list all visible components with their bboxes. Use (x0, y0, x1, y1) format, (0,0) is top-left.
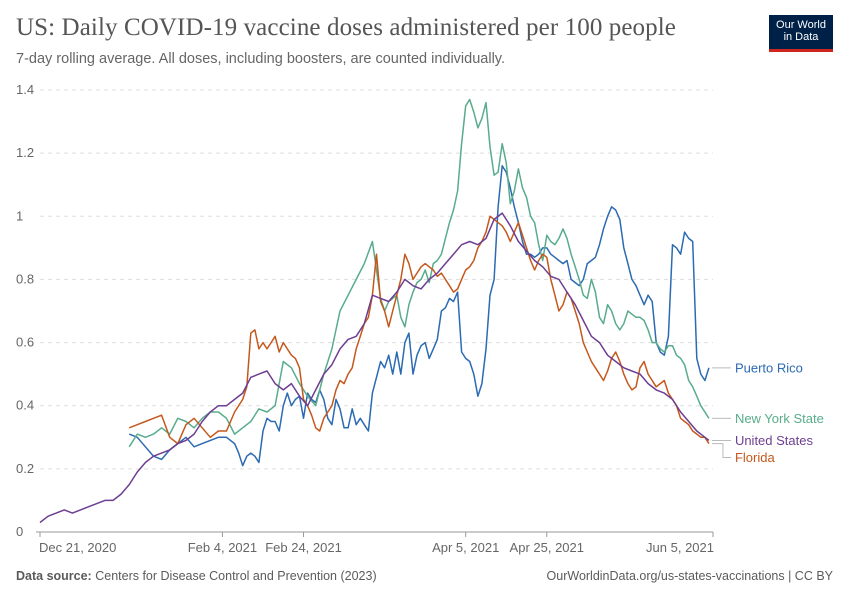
gridlines (40, 89, 713, 470)
data-source-text[interactable]: Centers for Disease Control and Preventi… (95, 569, 377, 583)
y-tick-label: 0.8 (16, 271, 34, 286)
x-tick-label: Apr 5, 2021 (432, 540, 499, 555)
chart-subtitle: 7-day rolling average. All doses, includ… (16, 51, 505, 67)
y-tick-label: 0.4 (16, 398, 34, 413)
data-source-label: Data source: (16, 569, 92, 583)
y-tick-label: 1.2 (16, 145, 34, 160)
y-tick-label: 0.6 (16, 335, 34, 350)
series-label-united-states[interactable]: United States (735, 433, 814, 448)
logo-line-1: Our World (776, 19, 826, 31)
series-label-florida[interactable]: Florida (735, 450, 776, 465)
x-tick-label: Feb 24, 2021 (265, 540, 342, 555)
series-label-new-york-state[interactable]: New York State (735, 411, 824, 426)
y-axis-ticks: 0 0.2 0.4 0.6 0.8 1 1.2 1.4 (16, 82, 34, 539)
series-line-united-states[interactable] (39, 212, 710, 524)
series-line-new-york-state[interactable] (128, 98, 710, 448)
series-line-florida[interactable] (128, 215, 710, 445)
x-axis: Dec 21, 2020 Feb 4, 2021 Feb 24, 2021 Apr 5… (36, 531, 714, 555)
y-tick-label: 0 (16, 524, 23, 539)
label-connector (711, 443, 731, 458)
x-tick-label: Apr 25, 2021 (510, 540, 584, 555)
x-tick-label: Feb 4, 2021 (188, 540, 257, 555)
y-tick-label: 1.4 (16, 82, 34, 97)
data-source: Data source: Centers for Disease Control… (16, 569, 377, 583)
owid-logo[interactable]: Our World in Data (769, 15, 833, 52)
x-tick-label: Dec 21, 2020 (39, 540, 116, 555)
logo-line-2: in Data (783, 31, 819, 43)
series-lines (39, 98, 710, 524)
series-label-puerto-rico[interactable]: Puerto Rico (735, 360, 803, 375)
chart-title: US: Daily COVID-19 vaccine doses adminis… (16, 14, 677, 41)
x-tick-label: Jun 5, 2021 (646, 540, 714, 555)
series-labels: Puerto Rico New York State United States Fl… (711, 360, 824, 465)
series-line-puerto-rico[interactable] (128, 165, 710, 467)
y-tick-label: 1 (16, 208, 23, 223)
y-tick-label: 0.2 (16, 461, 34, 476)
url-license[interactable]: OurWorldinData.org/us-states-vaccination… (546, 569, 833, 583)
